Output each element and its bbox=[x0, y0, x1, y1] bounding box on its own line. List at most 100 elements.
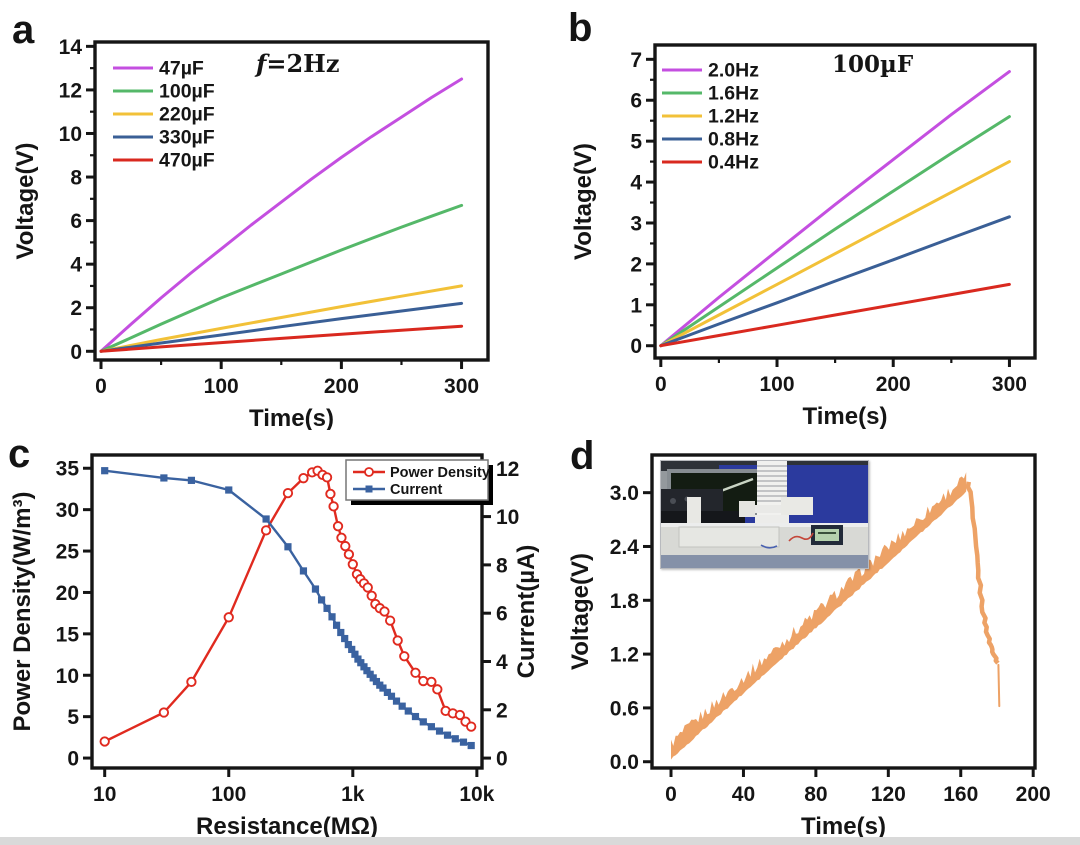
marker-power-density bbox=[454, 709, 466, 721]
y-tick-label: 6 bbox=[630, 90, 642, 113]
marker-current bbox=[363, 667, 371, 675]
marker-power-density bbox=[347, 559, 358, 570]
marker-power-density bbox=[343, 549, 355, 560]
red-wire bbox=[788, 532, 814, 542]
marker-current bbox=[357, 659, 365, 667]
table-front-edge bbox=[661, 555, 868, 568]
annotation-0: 100µF bbox=[832, 51, 914, 78]
marker-power-density bbox=[223, 612, 234, 623]
x-axis-title: Time(s) bbox=[249, 405, 334, 430]
legend-label-0: 2.0Hz bbox=[708, 60, 759, 82]
series-discharge-drop bbox=[965, 481, 1000, 665]
marker-current bbox=[160, 474, 168, 482]
marker-power-density bbox=[328, 501, 339, 512]
y-tick-label: 1.8 bbox=[610, 590, 640, 613]
series-2.0Hz bbox=[659, 70, 1011, 348]
y2-tick-label: 6 bbox=[496, 603, 508, 626]
marker-power-density bbox=[260, 525, 272, 536]
legend-label-4: 470µF bbox=[159, 150, 215, 172]
x-axis-title: Time(s) bbox=[803, 403, 888, 430]
x-tick-label: 10k bbox=[459, 783, 494, 806]
y2-tick-label: 2 bbox=[496, 699, 508, 722]
marker-current bbox=[341, 634, 349, 643]
equipment-rail bbox=[661, 511, 745, 523]
marker-current bbox=[328, 613, 336, 621]
series-discharge-tail bbox=[997, 663, 1001, 708]
marker-current bbox=[435, 727, 444, 735]
y2-tick-label: 4 bbox=[496, 651, 508, 674]
series-100uF bbox=[99, 203, 464, 353]
experiment-photo bbox=[661, 461, 868, 568]
series-330uF bbox=[99, 301, 464, 353]
y-tick-label: 0.0 bbox=[610, 751, 639, 774]
experiment-photo-inset bbox=[660, 460, 869, 569]
legend-label-3: 0.8Hz bbox=[708, 129, 759, 151]
x-tick-label: 300 bbox=[444, 375, 479, 398]
y-tick-label: 6 bbox=[70, 210, 82, 233]
x-tick-label: 100 bbox=[204, 375, 239, 398]
y2-tick-label: 12 bbox=[496, 458, 519, 481]
y-tick-label: 4 bbox=[70, 254, 82, 277]
marker-current bbox=[311, 585, 320, 593]
series-1.6Hz bbox=[659, 115, 1011, 348]
equipment-knob bbox=[670, 498, 676, 504]
x-tick-label: 200 bbox=[1016, 783, 1051, 806]
y-tick-label: 0.6 bbox=[610, 697, 639, 720]
stack-base-ring bbox=[755, 515, 789, 523]
marker-current bbox=[299, 567, 308, 575]
panel-label-d: d bbox=[570, 434, 595, 478]
marker-power-density bbox=[426, 676, 437, 688]
blue-wire bbox=[760, 544, 778, 549]
x-tick-label: 80 bbox=[804, 783, 827, 806]
marker-current bbox=[337, 628, 345, 637]
marker-power-density bbox=[418, 675, 429, 687]
legend-label-1: Current bbox=[390, 482, 443, 498]
chart-power-density-current-vs-resistance: 10 100 1k 10kResistance(MΩ)05101520253035Po… bbox=[9, 453, 540, 840]
marker-current bbox=[404, 707, 412, 715]
legend-label-3: 330µF bbox=[159, 127, 215, 149]
y-tick-label: 2 bbox=[630, 253, 642, 276]
x-tick-label: 200 bbox=[876, 373, 911, 396]
legend-label-0: Power Density bbox=[390, 465, 490, 481]
marker-current bbox=[443, 731, 452, 739]
chart-charge-discharge-voltage: 0 40 80 120 160 200 Time(s) 0.0 0.6 1.2 1.8 2.4 3.0 V… bbox=[567, 453, 1051, 840]
y2-tick-label: 10 bbox=[496, 506, 519, 529]
x-axis-title: Resistance(MΩ) bbox=[196, 813, 378, 840]
y-axis-title: Power Density(W/m³) bbox=[9, 491, 36, 731]
panel-label-b: b bbox=[568, 6, 593, 50]
series-0.4Hz bbox=[659, 282, 1011, 348]
x-tick-label: 100 bbox=[759, 373, 794, 396]
marker-current bbox=[351, 650, 359, 658]
marker-current bbox=[379, 684, 387, 692]
marker-current bbox=[332, 621, 341, 629]
marker-current bbox=[284, 543, 292, 551]
chart-voltage-vs-time-capacitance: 0 100 200 300 Time(s) 0 2 4 6 8 10 12 14 Voltage(V) 47… bbox=[12, 36, 490, 430]
legend-box bbox=[345, 459, 489, 501]
stack-flange bbox=[754, 505, 790, 513]
y-tick-label: 3.0 bbox=[610, 482, 639, 505]
marker-current bbox=[354, 655, 362, 663]
y-tick-label: 30 bbox=[56, 499, 79, 522]
plot-frame bbox=[650, 453, 1037, 770]
marker-power-density bbox=[366, 590, 377, 601]
marker-power-density bbox=[99, 736, 110, 747]
chart-voltage-vs-time-frequency: 0 100 200 300 Time(s) 0 1 2 3 4 5 6 7 Voltage(V) 2.0Hz… bbox=[570, 43, 1037, 430]
y-tick-label: 35 bbox=[56, 458, 80, 481]
marker-power-density bbox=[321, 472, 333, 483]
side-bracket bbox=[739, 501, 755, 517]
legend-marker-1 bbox=[365, 485, 373, 493]
marker-current bbox=[419, 718, 427, 726]
marker-current bbox=[398, 702, 406, 710]
y-tick-label: 3 bbox=[630, 212, 642, 235]
y-tick-label: 7 bbox=[630, 49, 642, 72]
marker-current bbox=[451, 735, 459, 743]
x-tick-label: 40 bbox=[732, 783, 755, 806]
y-tick-label: 10 bbox=[56, 665, 79, 688]
marker-power-density bbox=[392, 635, 403, 646]
y-tick-label: 5 bbox=[630, 131, 642, 154]
y-tick-label: 0 bbox=[70, 341, 82, 364]
marker-power-density bbox=[298, 473, 309, 484]
marker-current bbox=[427, 723, 435, 731]
x-tick-label: 100 bbox=[211, 783, 246, 806]
